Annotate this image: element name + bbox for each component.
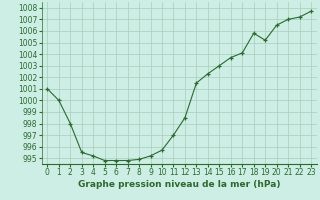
- X-axis label: Graphe pression niveau de la mer (hPa): Graphe pression niveau de la mer (hPa): [78, 180, 280, 189]
